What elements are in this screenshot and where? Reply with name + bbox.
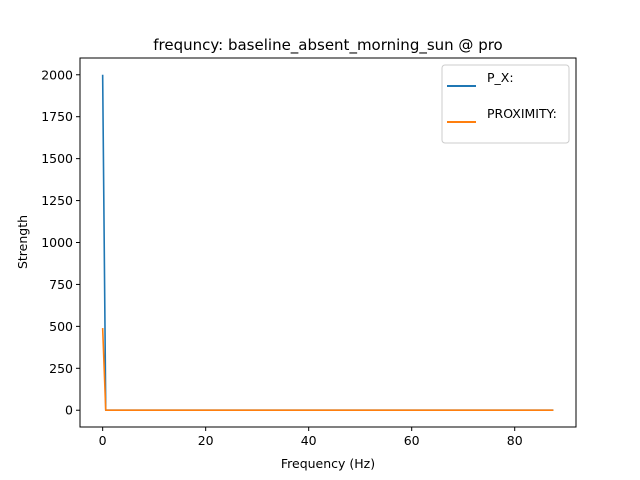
y-tick-label: 0	[65, 403, 73, 418]
y-axis-label: Strength	[15, 215, 30, 269]
legend-label-p-x: P_X:	[487, 70, 514, 85]
y-tick-label: 2000	[41, 67, 73, 82]
x-tick-label: 40	[301, 433, 317, 448]
y-tick-label: 1750	[41, 109, 73, 124]
y-tick-label: 1500	[41, 151, 73, 166]
series-lines	[101, 74, 554, 412]
y-tick-label: 500	[49, 319, 73, 334]
x-axis-ticks: 0 20 40 60 80	[99, 427, 523, 448]
y-axis-ticks: 0 250 500 750 1000 1250 1500 1750 2000	[41, 67, 80, 418]
series-line-1	[101, 328, 554, 412]
y-tick-label: 1000	[41, 235, 73, 250]
y-tick-label: 1250	[41, 193, 73, 208]
y-tick-label: 750	[49, 277, 73, 292]
x-tick-label: 20	[198, 433, 214, 448]
x-tick-label: 60	[404, 433, 420, 448]
y-tick-label: 250	[49, 361, 73, 376]
plot-area-frame	[79, 57, 577, 428]
x-tick-label: 0	[99, 433, 107, 448]
legend: P_X: PROXIMITY:	[441, 64, 570, 144]
x-axis-label: Frequency (Hz)	[281, 456, 375, 471]
legend-label-proximity: PROXIMITY:	[487, 106, 557, 121]
legend-box	[441, 64, 570, 144]
x-tick-label: 80	[507, 433, 523, 448]
chart-title: frequncy: baseline_absent_morning_sun @ …	[153, 36, 503, 55]
